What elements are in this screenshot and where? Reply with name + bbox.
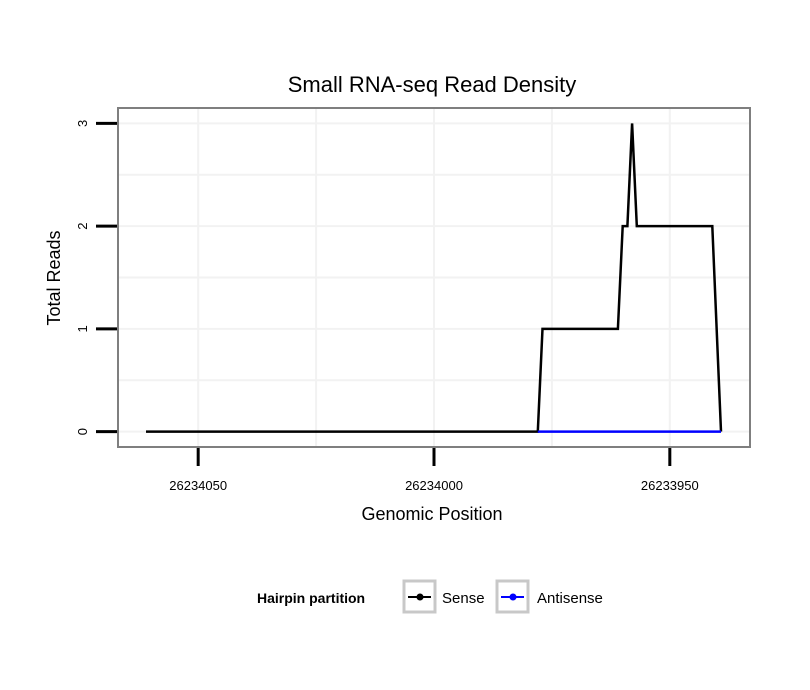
y-tick-label-0: 0 (75, 428, 90, 435)
x-tick-label-2: 26233950 (641, 478, 699, 493)
series-line-sense (146, 123, 723, 433)
y-tick-label-3: 3 (75, 120, 90, 127)
y-axis-label: Total Reads (44, 230, 64, 325)
legend-item-sense: Sense (402, 579, 485, 614)
legend-dot-antisense (509, 593, 517, 601)
y-tick-label-2: 2 (75, 223, 90, 230)
x-axis-label: Genomic Position (361, 504, 502, 524)
legend: Hairpin partition Sense Antisense (257, 579, 603, 614)
plot-panel-border (117, 107, 751, 448)
x-tick-label-1: 26234000 (405, 478, 463, 493)
y-tick-label-1: 1 (75, 325, 90, 332)
series-layer (146, 123, 723, 433)
legend-title: Hairpin partition (257, 590, 365, 606)
x-tick-label-0: 26234050 (169, 478, 227, 493)
x-axis: 26234050 26234000 26233950 (169, 448, 699, 493)
grid (118, 108, 750, 447)
y-axis: 0 1 2 3 (75, 120, 117, 435)
legend-label-antisense: Antisense (537, 590, 603, 607)
chart-title: Small RNA-seq Read Density (288, 72, 577, 97)
legend-item-antisense: Antisense (495, 579, 603, 614)
legend-dot-sense (416, 593, 424, 601)
legend-label-sense: Sense (442, 590, 485, 607)
